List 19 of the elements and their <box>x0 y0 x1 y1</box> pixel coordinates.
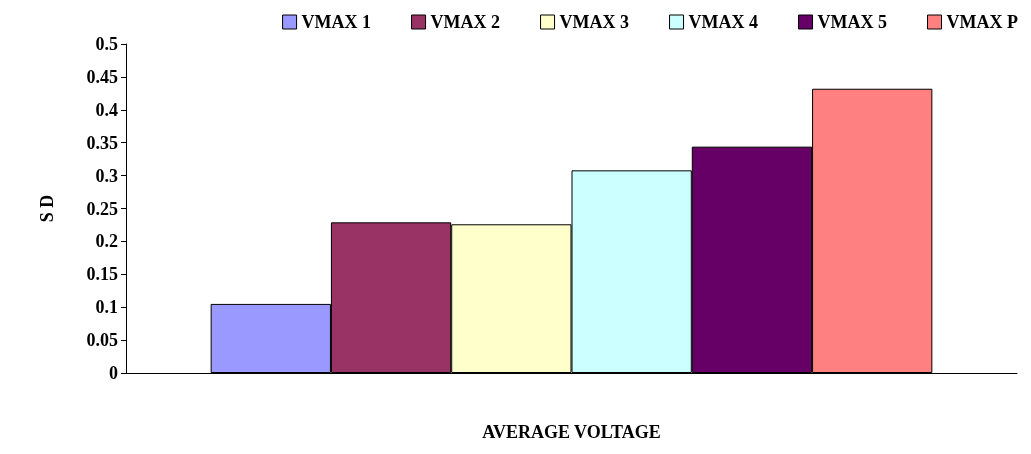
y-tick-label: 0.45 <box>86 66 118 87</box>
legend-label: VMAX 3 <box>559 12 630 32</box>
y-tick-label: 0.3 <box>95 165 118 186</box>
y-tick-label: 0 <box>109 363 118 383</box>
legend-label: VMAX 5 <box>817 12 888 32</box>
legend-label: VMAX 1 <box>301 12 372 32</box>
y-tick-label: 0.5 <box>95 34 118 54</box>
y-tick-label: 0.4 <box>95 99 118 120</box>
legend-label: VMAX 4 <box>688 12 759 32</box>
y-axis-title: S D <box>37 194 57 223</box>
legend-label: VMAX 2 <box>430 12 501 32</box>
x-axis-title: AVERAGE VOLTAGE <box>482 422 661 442</box>
y-tick-label: 0.05 <box>86 330 118 351</box>
y-tick-label: 0.2 <box>95 231 118 252</box>
y-tick-label: 0.25 <box>86 198 118 219</box>
y-tick-label: 0.35 <box>86 132 118 153</box>
legend-label: VMAX P <box>946 12 1018 32</box>
y-tick-label: 0.15 <box>86 264 118 285</box>
y-tick-label: 0.1 <box>95 297 118 318</box>
